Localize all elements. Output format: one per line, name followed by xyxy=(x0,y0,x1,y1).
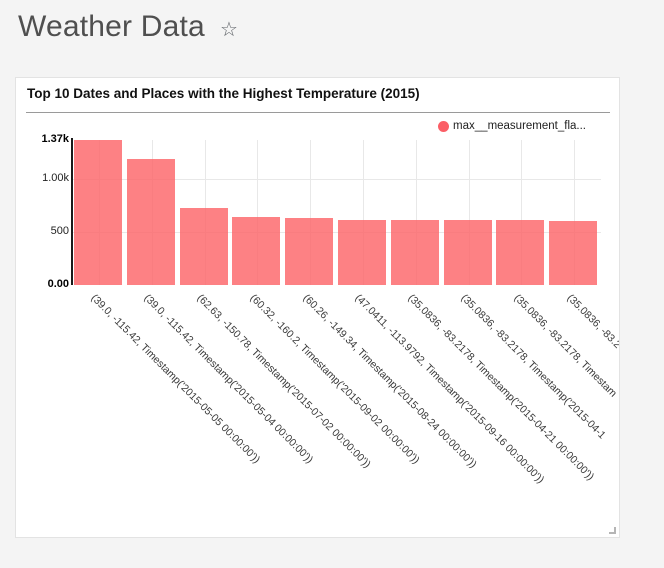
x-axis-label: (35.0836, -83.2 xyxy=(564,292,620,351)
bar[interactable] xyxy=(126,159,175,285)
star-icon[interactable]: ☆ xyxy=(219,19,238,41)
page-title: Weather Data xyxy=(18,10,205,43)
v-gridline xyxy=(468,140,470,285)
report-header: Weather Data ☆ xyxy=(18,10,238,44)
v-gridline xyxy=(257,140,259,285)
bar[interactable] xyxy=(338,219,386,285)
chart-card[interactable]: Top 10 Dates and Places with the Highest… xyxy=(15,77,620,538)
legend-label: max__measurement_fla... xyxy=(453,120,586,132)
bar[interactable] xyxy=(443,220,492,285)
bar[interactable] xyxy=(549,221,598,285)
x-axis-label: (47.0411, -113.9792, Timestamp('2015-09-… xyxy=(352,292,547,486)
y-axis-line xyxy=(71,138,73,285)
y-axis-tick-label: 1.37k xyxy=(41,133,69,145)
x-axis-label: (60.26, -149.34, Timestamp('2015-08-24 0… xyxy=(300,292,479,471)
title-divider xyxy=(26,112,610,113)
resize-handle-icon[interactable] xyxy=(609,527,616,534)
bar[interactable] xyxy=(232,216,281,285)
bar[interactable] xyxy=(74,140,122,285)
legend: max__measurement_fla... xyxy=(438,120,586,132)
legend-color-dot xyxy=(438,120,450,132)
v-gridline xyxy=(415,140,417,285)
h-gridline xyxy=(73,232,601,234)
y-axis-tick-label: 0.00 xyxy=(47,278,69,290)
v-gridline xyxy=(362,140,364,285)
v-gridline xyxy=(310,140,312,285)
y-axis-tick-label: 1.00k xyxy=(42,172,69,185)
bar[interactable] xyxy=(496,220,545,285)
y-axis-tick-label: 500 xyxy=(50,225,69,238)
bar[interactable] xyxy=(390,220,439,285)
chart-title: Top 10 Dates and Places with the Highest… xyxy=(27,86,420,101)
v-gridline xyxy=(521,140,523,285)
v-gridline xyxy=(574,140,576,285)
h-gridline xyxy=(73,179,601,181)
bar[interactable] xyxy=(179,207,228,285)
x-axis-label: (35.0836, -83.2178, Timestam xyxy=(511,292,619,400)
x-axis-label: (35.0836, -83.2178, Timestamp('2015-04-2… xyxy=(405,292,597,483)
bar[interactable] xyxy=(285,217,334,285)
